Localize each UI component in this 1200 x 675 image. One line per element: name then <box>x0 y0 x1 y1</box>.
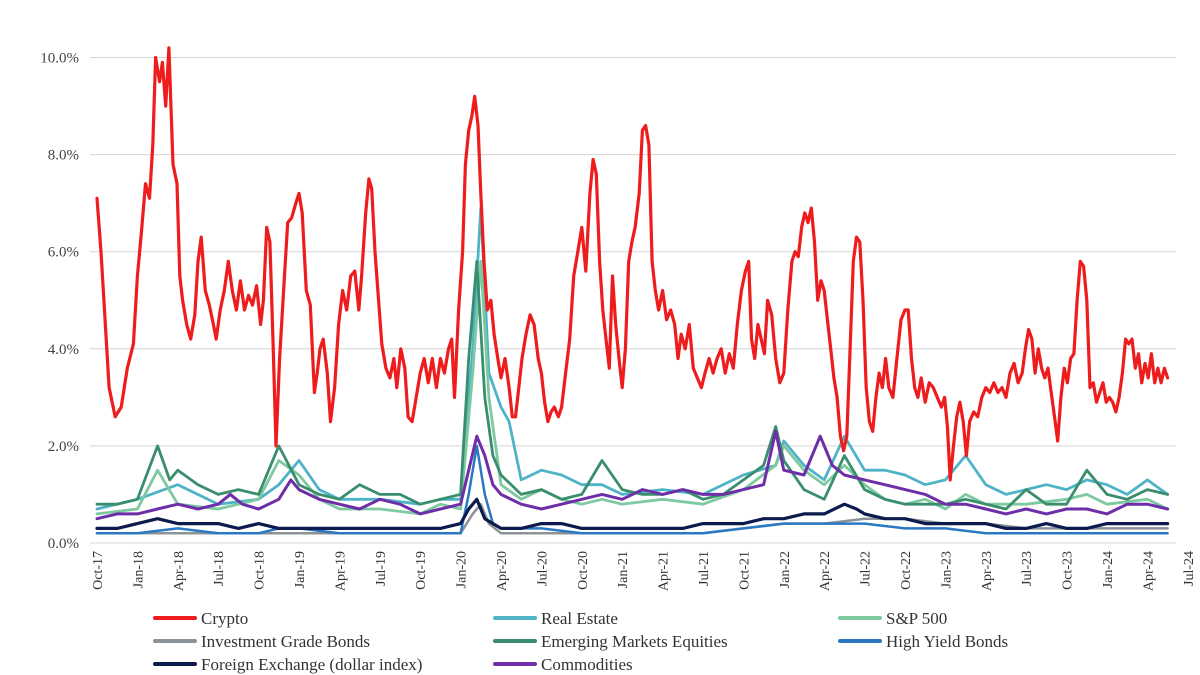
x-axis-tick-labels: Oct-17 Jan-18 Apr-18 Jul-18 Oct-18 Jan-19 Apr-… <box>91 551 1197 591</box>
x-tick-label: Apr-22 <box>818 551 833 591</box>
y-tick-label: 0.0% <box>48 536 79 552</box>
x-tick-label: Apr-23 <box>980 551 995 591</box>
x-tick-label: Jan-18 <box>131 551 146 588</box>
x-tick-label: Apr-21 <box>657 551 672 591</box>
series-line-high-yield-bonds <box>95 444 1169 535</box>
x-tick-label: Jan-19 <box>293 551 308 588</box>
x-tick-label: Jul-22 <box>859 551 874 586</box>
y-tick-label: 10.0% <box>40 51 79 67</box>
x-tick-label: Apr-18 <box>172 551 187 591</box>
x-tick-label: Oct-22 <box>899 551 914 590</box>
series-line-real-estate <box>95 206 1169 511</box>
y-tick-label: 6.0% <box>48 245 79 261</box>
x-tick-label: Oct-18 <box>253 551 268 590</box>
y-tick-label: 2.0% <box>48 439 79 455</box>
x-tick-label: Jul-20 <box>535 551 550 586</box>
x-tick-label: Jul-23 <box>1020 551 1035 586</box>
x-tick-label: Jan-22 <box>778 551 793 588</box>
series-line-s-p-500 <box>95 260 1169 516</box>
x-tick-label: Apr-19 <box>333 551 348 591</box>
legend-item: Crypto <box>153 609 248 628</box>
legend-item: Commodities <box>493 655 633 674</box>
legend-label: Foreign Exchange (dollar index) <box>201 655 422 674</box>
x-tick-label: Oct-19 <box>414 551 429 590</box>
x-tick-label: Oct-17 <box>91 551 106 590</box>
legend-label: Commodities <box>541 655 633 674</box>
legend-item: Foreign Exchange (dollar index) <box>153 655 422 674</box>
x-tick-label: Jan-20 <box>455 551 470 588</box>
legend-item: Emerging Markets Equities <box>493 632 728 651</box>
legend-item: High Yield Bonds <box>838 632 1008 651</box>
series-line-crypto <box>95 46 1170 482</box>
x-tick-label: Jan-23 <box>939 551 954 588</box>
y-axis-tick-labels: 0.0% 2.0% 4.0% 6.0% 8.0% 10.0% <box>40 51 79 553</box>
legend-label: Real Estate <box>541 609 618 628</box>
legend-label: High Yield Bonds <box>886 632 1008 651</box>
legend-label: Emerging Markets Equities <box>541 632 728 651</box>
x-tick-label: Oct-20 <box>576 551 591 590</box>
x-tick-label: Jul-19 <box>374 551 389 586</box>
series-line-commodities <box>95 429 1170 521</box>
x-tick-label: Oct-21 <box>737 551 752 590</box>
series-line-foreign-exchange-dollar-index <box>95 497 1170 530</box>
gridlines <box>90 57 1176 447</box>
x-tick-label: Jul-21 <box>697 551 712 586</box>
x-tick-label: Apr-24 <box>1141 551 1156 591</box>
legend-label: Investment Grade Bonds <box>201 632 370 651</box>
legend: Crypto Real Estate S&P 500 Investment Grade… <box>153 609 1008 674</box>
legend-item: Investment Grade Bonds <box>153 632 370 651</box>
x-tick-label: Jan-24 <box>1101 551 1116 588</box>
series-line-emerging-markets-equities <box>95 260 1169 511</box>
legend-label: S&P 500 <box>886 609 947 628</box>
y-tick-label: 4.0% <box>48 342 79 358</box>
x-tick-label: Jul-18 <box>212 551 227 586</box>
legend-item: S&P 500 <box>838 609 947 628</box>
x-tick-label: Apr-20 <box>495 551 510 591</box>
legend-item: Real Estate <box>493 609 618 628</box>
x-tick-label: Jul-24 <box>1182 551 1197 586</box>
y-tick-label: 8.0% <box>48 148 79 164</box>
x-tick-label: Oct-23 <box>1061 551 1076 590</box>
x-tick-label: Jan-21 <box>616 551 631 588</box>
series-lines <box>95 46 1170 535</box>
legend-label: Crypto <box>201 609 248 628</box>
